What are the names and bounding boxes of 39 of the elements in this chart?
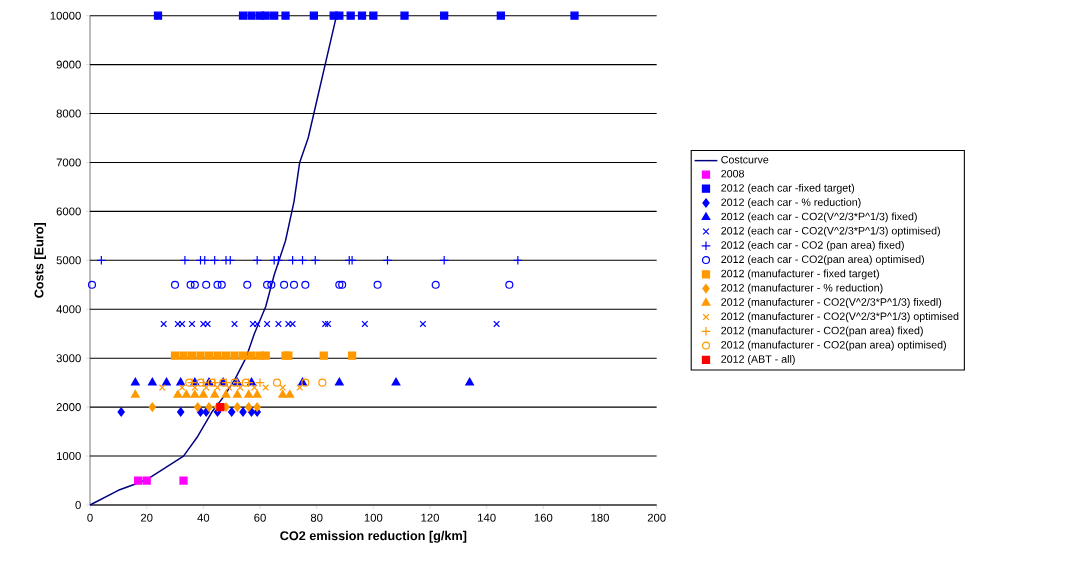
legend-label: 2012 (each car - CO2(V^2/3*P^1/3) optimised) — [721, 226, 940, 237]
legend-label: 2012 (manufacturer - CO2(V^2/3*P^1/3) optimised — [721, 312, 959, 323]
y-axis-title: Costs [Euro] — [34, 223, 46, 298]
x-tick-label: 140 — [478, 513, 496, 522]
legend-label: 2012 (manufacturer - fixed target) — [721, 269, 879, 280]
x-tick-label: 0 — [87, 513, 93, 522]
y-tick-label: 7000 — [56, 158, 81, 167]
x-tick-label: 40 — [197, 513, 210, 522]
legend-label: 2012 (each car - % reduction) — [721, 198, 861, 209]
legend-label: Costcurve — [721, 155, 769, 164]
legend-label: 2012 (manufacturer - CO2(pan area) fixed) — [721, 326, 923, 337]
y-tick-label: 1000 — [56, 452, 81, 461]
legend-label: 2012 (manufacturer - CO2(V^2/3*P^1/3) fixedl) — [721, 297, 942, 308]
y-tick-label: 6000 — [56, 207, 81, 216]
x-axis-title: CO2 emission reduction [g/km] — [280, 530, 467, 543]
y-tick-label: 4000 — [56, 305, 81, 314]
x-tick-label: 100 — [364, 513, 383, 522]
x-tick-label: 120 — [421, 513, 440, 522]
x-tick-label: 20 — [140, 513, 153, 522]
y-tick-label: 8000 — [56, 109, 81, 118]
x-tick-label: 160 — [534, 513, 553, 522]
y-tick-label: 5000 — [56, 256, 81, 265]
legend-label: 2012 (each car - CO2 (pan area) fixed) — [721, 240, 904, 251]
legend-label: 2012 (each car -fixed target) — [721, 183, 855, 194]
x-tick-label: 60 — [254, 513, 266, 522]
legend-label: 2012 (ABT - all) — [721, 355, 795, 365]
y-tick-label: 3000 — [56, 354, 81, 363]
legend-label: 2012 (manufacturer - CO2(pan area) optimised) — [721, 340, 946, 351]
y-tick-label: 9000 — [56, 60, 81, 69]
y-tick-label: 2000 — [56, 403, 81, 412]
y-tick-label: 10000 — [50, 11, 81, 20]
y-tick-label: 0 — [75, 500, 81, 509]
x-tick-label: 80 — [310, 513, 323, 522]
x-tick-label: 180 — [591, 513, 610, 522]
x-tick-label: 200 — [647, 513, 666, 522]
legend-label: 2008 — [721, 169, 745, 178]
legend-label: 2012 (each car - CO2(V^2/3*P^1/3) fixed) — [721, 212, 917, 223]
legend-label: 2012 (manufacturer - % reduction) — [721, 283, 883, 294]
legend-label: 2012 (each car - CO2(pan area) optimised) — [721, 255, 924, 266]
